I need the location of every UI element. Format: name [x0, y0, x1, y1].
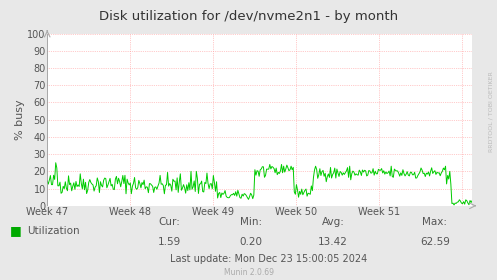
Text: 1.59: 1.59 [158, 237, 180, 247]
Text: Utilization: Utilization [27, 226, 80, 236]
Y-axis label: % busy: % busy [15, 99, 25, 140]
Text: Munin 2.0.69: Munin 2.0.69 [224, 268, 273, 277]
Text: 13.42: 13.42 [318, 237, 348, 247]
Text: Min:: Min: [240, 217, 262, 227]
Text: Disk utilization for /dev/nvme2n1 - by month: Disk utilization for /dev/nvme2n1 - by m… [99, 10, 398, 23]
Text: Last update: Mon Dec 23 15:00:05 2024: Last update: Mon Dec 23 15:00:05 2024 [170, 254, 367, 264]
Text: 62.59: 62.59 [420, 237, 450, 247]
Text: Avg:: Avg: [322, 217, 344, 227]
Text: 0.20: 0.20 [240, 237, 262, 247]
Text: RRDTOOL / TOBI OETIKER: RRDTOOL / TOBI OETIKER [489, 72, 494, 152]
Text: Max:: Max: [422, 217, 447, 227]
Text: ■: ■ [10, 225, 22, 237]
Text: Cur:: Cur: [158, 217, 180, 227]
